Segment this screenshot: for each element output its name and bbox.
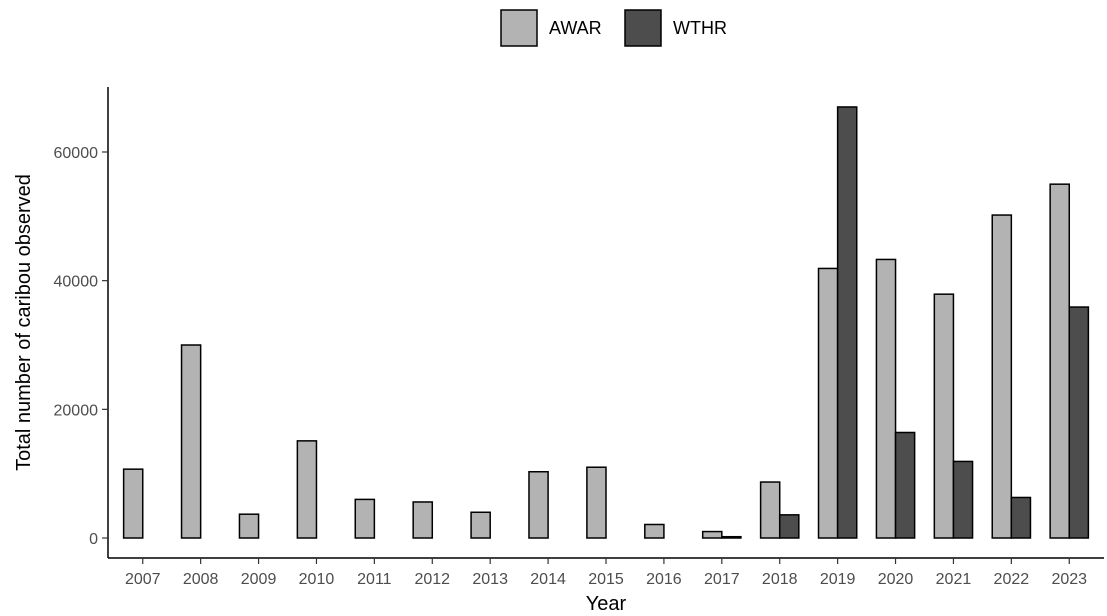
x-ticks: 2007 2008 2009 2010 2011 2012 2013 2014 2015 2016…: [125, 558, 1087, 588]
y-ticks: 0 20000 40000 60000: [54, 145, 108, 548]
bar-awar-2017: [701, 530, 723, 539]
x-tick-label: 2008: [183, 571, 219, 588]
bar-awar-2022: [991, 214, 1013, 539]
bar-awar-2007: [122, 468, 144, 539]
bar-awar-2009: [238, 513, 260, 539]
x-tick-label: 2023: [1051, 571, 1087, 588]
bar-awar-2013: [470, 511, 491, 539]
bar-awar-2010: [296, 440, 318, 539]
x-tick-label: 2015: [588, 571, 624, 588]
legend-swatch-awar: [500, 9, 538, 47]
bar-wthr-2021: [952, 460, 974, 539]
bar-awar-2018: [759, 481, 781, 539]
x-tick-label: 2020: [878, 571, 914, 588]
legend-label-awar: AWAR: [549, 18, 602, 38]
bar-awar-2019: [817, 267, 839, 539]
x-tick-label: 2010: [299, 571, 335, 588]
x-tick-label: 2021: [936, 571, 972, 588]
bar-awar-2023: [1049, 183, 1071, 539]
x-axis-title: Year: [586, 593, 627, 615]
y-tick-label: 60000: [54, 145, 99, 162]
bar-wthr-2017: [721, 535, 742, 539]
bar-wthr-2022: [1010, 496, 1032, 539]
x-tick-label: 2018: [762, 571, 798, 588]
x-tick-label: 2009: [241, 571, 277, 588]
bar-wthr-2019: [836, 106, 858, 539]
y-tick-label: 0: [89, 531, 98, 548]
x-tick-label: 2017: [704, 571, 740, 588]
y-axis-title: Total number of caribou observed: [13, 174, 35, 471]
bar-awar-2015: [586, 466, 607, 539]
bar-wthr-2018: [778, 514, 800, 539]
x-tick-label: 2022: [994, 571, 1030, 588]
bar-awar-2014: [528, 470, 549, 539]
y-tick-label: 20000: [54, 402, 99, 419]
y-tick-label: 40000: [54, 274, 99, 291]
legend: AWAR WTHR: [500, 9, 727, 47]
x-tick-label: 2019: [820, 571, 856, 588]
bar-wthr-2020: [894, 431, 916, 539]
x-tick-label: 2011: [357, 571, 392, 588]
x-tick-label: 2007: [125, 571, 161, 588]
bar-wthr-2023: [1068, 306, 1090, 539]
legend-label-wthr: WTHR: [673, 18, 727, 38]
x-tick-label: 2016: [646, 571, 682, 588]
bars-group: [122, 106, 1090, 539]
bar-awar-2012: [412, 501, 434, 539]
x-tick-label: 2012: [414, 571, 450, 588]
bar-awar-2020: [875, 258, 897, 539]
x-tick-label: 2013: [472, 571, 508, 588]
legend-swatch-wthr: [624, 9, 662, 47]
bar-awar-2011: [354, 498, 376, 539]
x-tick-label: 2014: [530, 571, 566, 588]
bar-awar-2021: [933, 293, 955, 539]
bar-awar-2016: [644, 523, 665, 539]
bar-awar-2008: [180, 344, 202, 539]
